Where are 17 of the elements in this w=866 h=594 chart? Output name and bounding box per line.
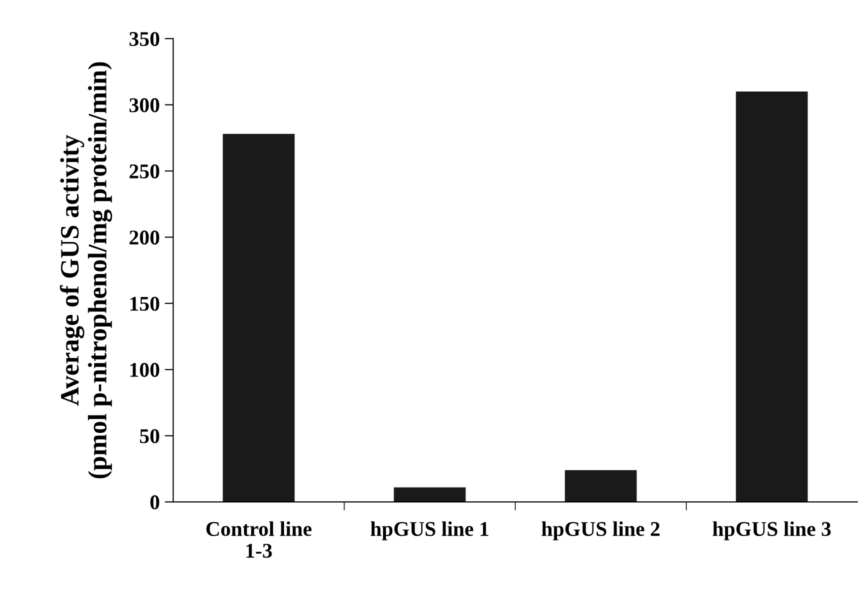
y-tick-label: 350 bbox=[130, 32, 160, 46]
y-tick-label: 200 bbox=[130, 230, 160, 245]
y-tick-label: 100 bbox=[130, 362, 160, 377]
y-axis-title: Average of GUS activity (pmol p-nitrophenol/mg protein/min) bbox=[60, 62, 112, 478]
x-tick-label: hpGUS line 3 bbox=[712, 521, 831, 540]
y-tick-label: 300 bbox=[130, 98, 160, 112]
y-tick-label: 0 bbox=[150, 495, 160, 510]
y-tick-label: 250 bbox=[130, 164, 160, 178]
x-tick-label: Control line 1-3 bbox=[206, 521, 312, 558]
bar bbox=[222, 134, 295, 502]
bar bbox=[736, 92, 808, 502]
bar bbox=[394, 487, 466, 502]
y-tick-label: 150 bbox=[130, 296, 160, 311]
y-tick-label: 50 bbox=[140, 429, 160, 444]
x-tick-label: hpGUS line 1 bbox=[370, 521, 488, 540]
bar bbox=[564, 470, 637, 502]
x-tick-label: hpGUS line 2 bbox=[542, 521, 660, 540]
